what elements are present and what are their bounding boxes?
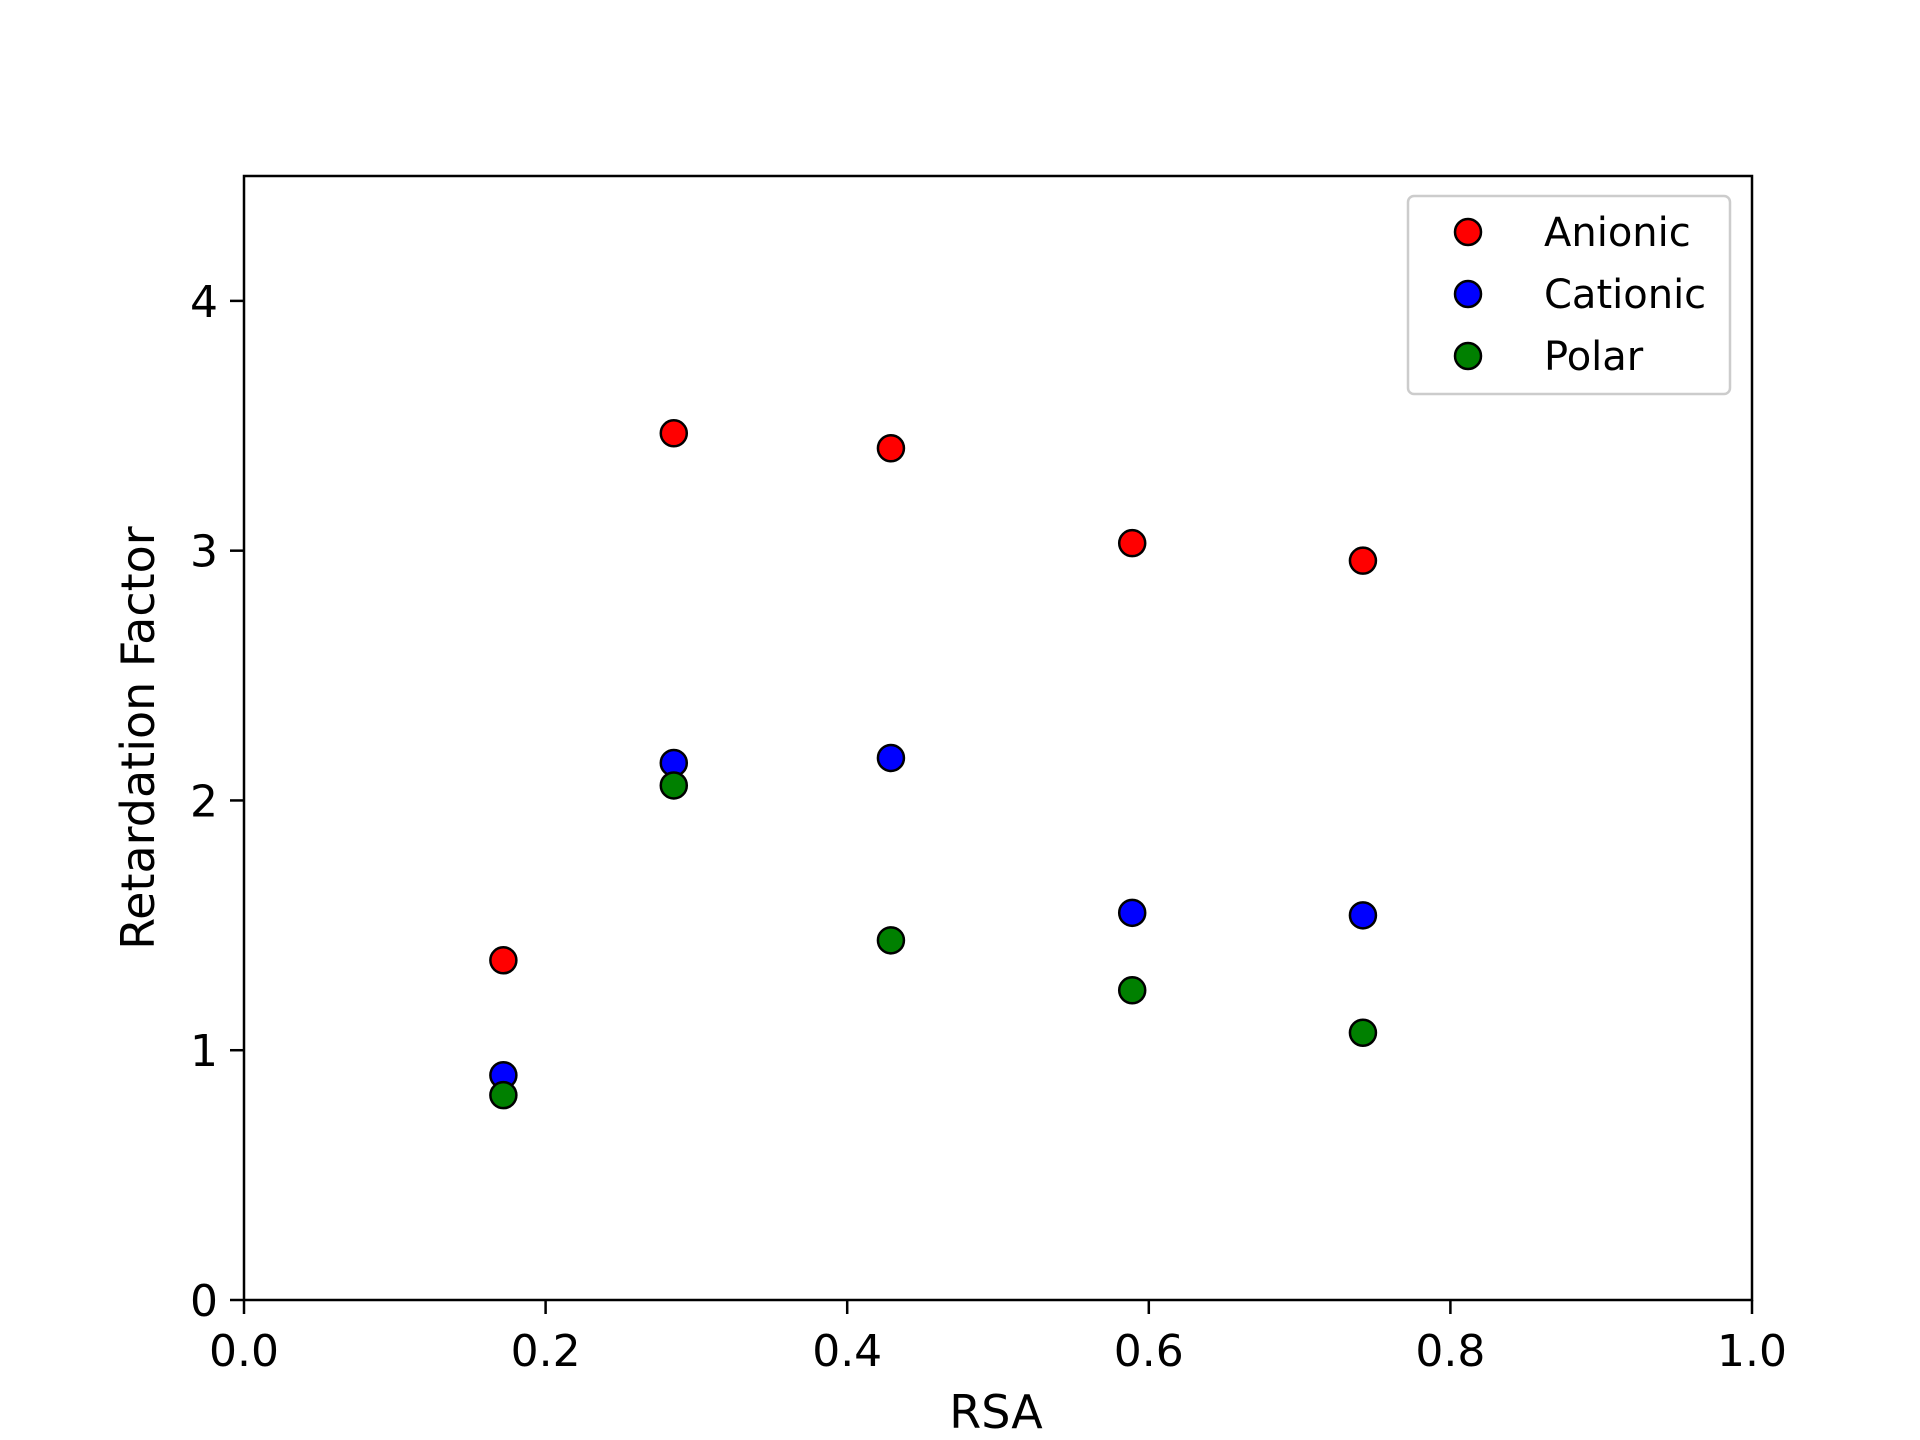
y-tick-label: 2: [190, 776, 218, 827]
x-tick-label: 1.0: [1717, 1326, 1787, 1377]
y-axis-ticks: 0 1 2 3 4: [190, 277, 244, 1327]
series-cationic: [489, 743, 1378, 1090]
data-point: [1117, 528, 1147, 558]
data-points: [489, 419, 1378, 1110]
data-point: [1117, 976, 1147, 1005]
axes-frame: [242, 174, 1754, 1302]
legend-label: Cationic: [1544, 272, 1706, 318]
y-axis-label: Retardation Factor: [111, 526, 165, 950]
data-point: [876, 743, 906, 773]
data-point: [1117, 898, 1147, 928]
x-tick-label: 0.2: [511, 1326, 581, 1377]
legend-item-anionic: Anionic: [1453, 210, 1691, 256]
x-tick-label: 0.8: [1415, 1326, 1485, 1377]
data-point: [659, 419, 689, 448]
legend-marker: [1453, 341, 1483, 371]
data-point: [489, 946, 518, 975]
data-point: [876, 926, 906, 955]
y-tick-label: 0: [190, 1276, 218, 1327]
legend-marker: [1453, 217, 1483, 247]
series-anionic: [489, 419, 1378, 975]
data-point: [1348, 546, 1378, 575]
legend-label: Polar: [1544, 334, 1644, 380]
data-point: [489, 1080, 518, 1110]
data-point: [659, 771, 689, 800]
legend-item-cationic: Cationic: [1453, 272, 1706, 318]
y-tick-label: 3: [190, 527, 218, 578]
x-tick-label: 0.4: [812, 1326, 882, 1377]
y-tick-label: 1: [190, 1026, 218, 1077]
legend-marker: [1453, 279, 1483, 309]
series-polar: [489, 771, 1378, 1110]
y-tick-label: 4: [190, 277, 218, 328]
data-point: [876, 434, 906, 463]
plot-area: [242, 174, 1754, 1302]
x-axis-label: RSA: [949, 1385, 1043, 1439]
data-point: [1348, 901, 1378, 930]
x-tick-label: 0.0: [209, 1326, 279, 1377]
x-tick-label: 0.6: [1114, 1326, 1184, 1377]
legend-item-polar: Polar: [1453, 334, 1644, 380]
x-axis-ticks: 0.0 0.2 0.4 0.6 0.8 1.0: [209, 1300, 1787, 1377]
legend-box: [1406, 194, 1732, 396]
data-point: [1348, 1018, 1378, 1047]
legend: Anionic Cationic Polar: [1406, 194, 1732, 396]
legend-label: Anionic: [1544, 210, 1691, 256]
